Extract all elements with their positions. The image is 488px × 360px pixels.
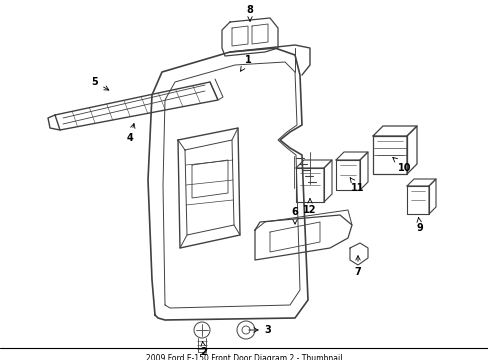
Text: 2: 2 bbox=[200, 341, 207, 357]
Text: 2009 Ford E-150 Front Door Diagram 2 - Thumbnail: 2009 Ford E-150 Front Door Diagram 2 - T… bbox=[145, 354, 342, 360]
Text: 11: 11 bbox=[349, 178, 364, 193]
Text: 12: 12 bbox=[303, 199, 316, 215]
Text: 9: 9 bbox=[416, 217, 423, 233]
Text: 4: 4 bbox=[126, 123, 135, 143]
Text: 3: 3 bbox=[248, 325, 271, 335]
Text: 1: 1 bbox=[240, 55, 251, 71]
Text: 10: 10 bbox=[392, 157, 411, 173]
Text: 5: 5 bbox=[91, 77, 108, 90]
Text: 6: 6 bbox=[291, 207, 298, 224]
Text: 8: 8 bbox=[246, 5, 253, 21]
Text: 7: 7 bbox=[354, 256, 361, 277]
